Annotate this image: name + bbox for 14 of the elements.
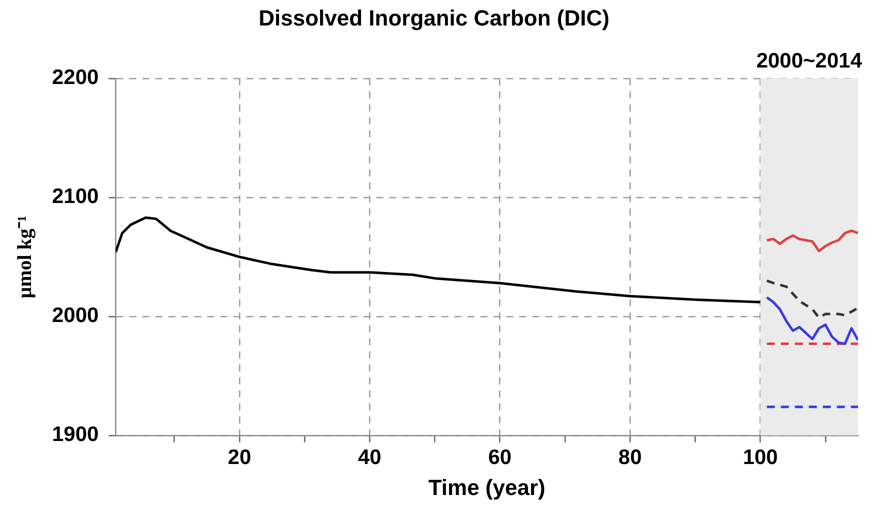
chart-title: Dissolved Inorganic Carbon (DIC) [258, 5, 610, 30]
band-label: 2000~2014 [756, 50, 862, 73]
y-tick-label: 2000 [52, 304, 99, 328]
x-axis-title: Time (year) [428, 474, 546, 500]
y-axis-title: μmol kg⁻¹ [14, 216, 36, 298]
line-series [766, 279, 858, 319]
y-tick-label: 2100 [52, 185, 99, 208]
x-tick-label: 20 [228, 446, 252, 469]
y-tick-label: 1900 [52, 423, 99, 446]
x-tick-label: 40 [358, 446, 382, 469]
y-tick-label: 2200 [52, 66, 99, 90]
x-tick-label: 60 [488, 446, 512, 469]
x-tick-label: 80 [618, 446, 642, 469]
x-tick-label: 100 [742, 446, 778, 469]
